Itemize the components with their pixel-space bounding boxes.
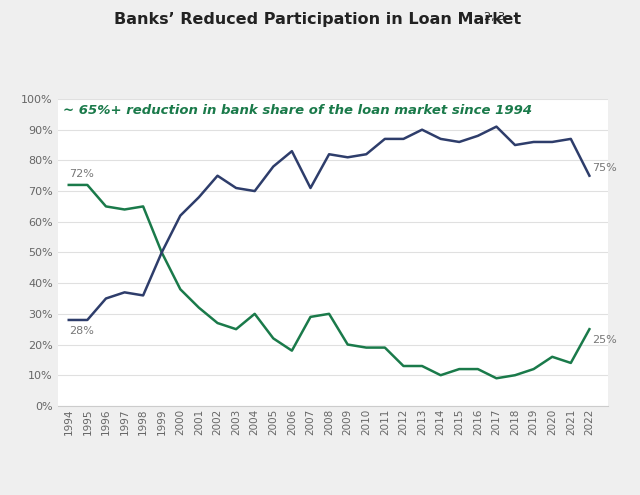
Text: 72%: 72% bbox=[68, 169, 93, 179]
Text: 25%: 25% bbox=[592, 335, 617, 346]
Text: 75%: 75% bbox=[592, 163, 617, 173]
Text: Banks’ Reduced Participation in Loan Market: Banks’ Reduced Participation in Loan Mar… bbox=[114, 12, 526, 27]
Text: 28%: 28% bbox=[68, 326, 93, 336]
Text: ~ 65%+ reduction in bank share of the loan market since 1994: ~ 65%+ reduction in bank share of the lo… bbox=[63, 103, 532, 117]
Text: 2, 3: 2, 3 bbox=[484, 12, 505, 22]
